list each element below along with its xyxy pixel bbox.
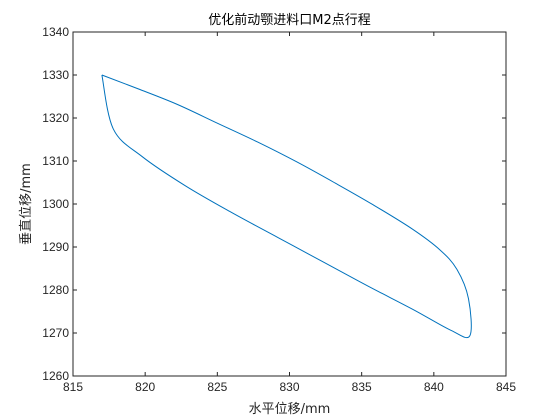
y-tick-label: 1340 <box>42 25 69 39</box>
y-tick-label: 1330 <box>42 68 69 82</box>
x-tick-label: 845 <box>496 380 516 394</box>
chart-title: 优化前动颚进料口M2点行程 <box>208 12 371 28</box>
x-tick-label: 835 <box>352 380 372 394</box>
x-axis-label: 水平位移/mm <box>249 402 331 417</box>
y-tick-label: 1320 <box>42 111 69 125</box>
series-line-0 <box>101 74 472 339</box>
x-tick-label: 830 <box>279 380 299 394</box>
plot-area <box>73 32 506 376</box>
x-tick-label: 825 <box>207 380 227 394</box>
y-tick-label: 1280 <box>42 283 69 297</box>
y-tick-label: 1310 <box>42 154 69 168</box>
x-tick-label: 820 <box>135 380 155 394</box>
x-tick-label: 815 <box>63 380 83 394</box>
data-layer <box>101 74 472 339</box>
y-tick-label: 1270 <box>42 326 69 340</box>
axes-layer: 815 820 825 830 835 840 845 1260 1270 1280 1290 130… <box>42 25 516 394</box>
y-tick-label: 1290 <box>42 240 69 254</box>
y-tick-label: 1300 <box>42 197 69 211</box>
y-axis-label: 垂直位移/mm <box>19 163 34 245</box>
y-tick-label: 1260 <box>42 369 69 383</box>
x-tick-label: 840 <box>424 380 444 394</box>
